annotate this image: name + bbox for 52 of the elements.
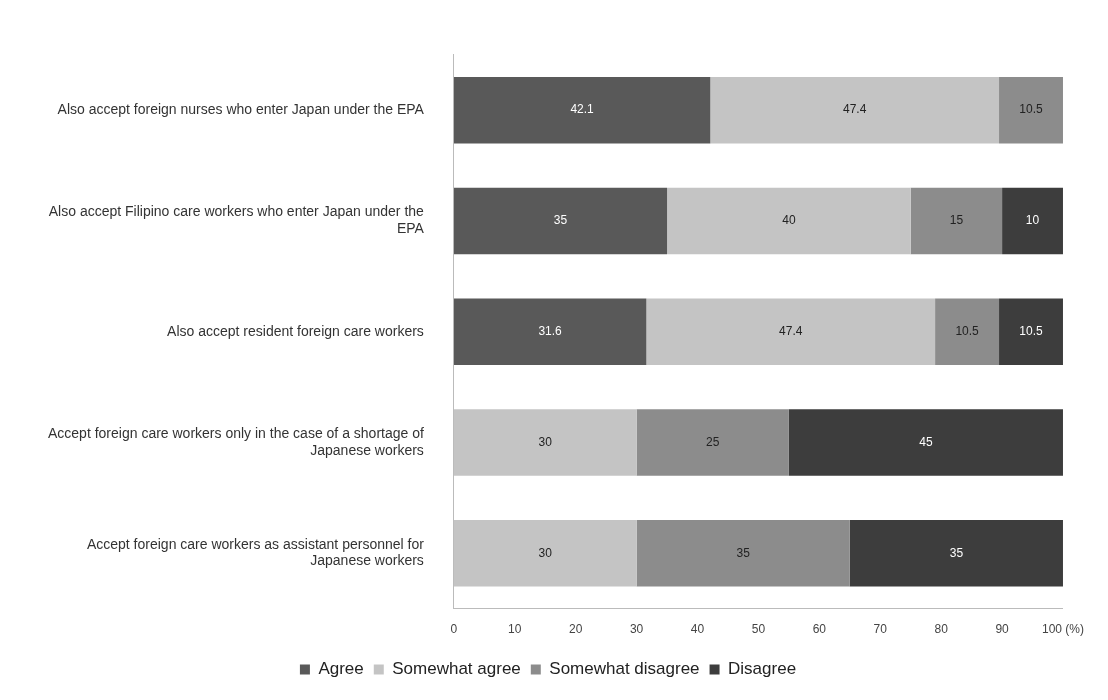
- x-tick-label: 80: [934, 622, 949, 637]
- x-tick-label: 40: [690, 622, 705, 637]
- data-label: 35: [553, 213, 568, 228]
- x-tick-label: 20: [569, 622, 583, 637]
- data-label: 35: [736, 545, 751, 560]
- x-tick-label: 0: [450, 622, 458, 637]
- bar: [910, 187, 1003, 255]
- data-label: 47.4: [842, 102, 867, 117]
- data-label: 42.1: [570, 102, 595, 117]
- bar: [710, 76, 1000, 144]
- bar: [999, 298, 1063, 365]
- bar: [935, 298, 1000, 365]
- data-label: 25: [706, 434, 720, 449]
- bar: [1002, 187, 1063, 255]
- data-label: 31.6: [538, 324, 563, 339]
- x-tick-label: 30: [629, 622, 644, 637]
- bar: [849, 519, 1063, 587]
- y-tick-label: Also accept resident foreign care workers: [167, 322, 424, 339]
- x-tick-label: 60: [812, 622, 827, 637]
- y-tick-label: Accept foreign care workers as assistant personnel for Japanese workers: [86, 535, 425, 569]
- bar: [667, 187, 911, 255]
- data-label: 30: [538, 545, 553, 560]
- bar: [636, 409, 789, 476]
- data-label: 15: [949, 213, 964, 228]
- bar: [646, 298, 936, 365]
- data-label: 45: [919, 434, 933, 449]
- legend-label: Agree: [318, 659, 364, 679]
- data-label: 47.4: [779, 324, 803, 339]
- y-tick-label: Also accept Filipino care workers who enter Japan under the EPA: [48, 203, 425, 237]
- data-label: 10.5: [955, 324, 980, 339]
- x-tick-label: 100 (%): [1041, 622, 1085, 637]
- bar: [788, 409, 1063, 476]
- y-tick-label: Accept foreign care workers only in the case of a shortage of Japanese workers: [47, 424, 424, 458]
- bar: [999, 76, 1063, 144]
- legend-label: Disagree: [728, 659, 797, 679]
- data-label: 40: [782, 213, 796, 228]
- data-label: 10.5: [1019, 324, 1044, 339]
- data-label: 10.5: [1019, 102, 1044, 117]
- data-label: 35: [949, 545, 964, 560]
- bar: [453, 187, 668, 255]
- x-tick-label: 10: [508, 622, 522, 637]
- data-label: 10: [1025, 213, 1040, 228]
- x-tick-label: 70: [873, 622, 888, 637]
- x-tick-label: 50: [751, 622, 766, 637]
- legend-label: Somewhat agree: [392, 659, 521, 679]
- x-tick-label: 90: [995, 622, 1010, 637]
- bar: [636, 519, 850, 587]
- y-tick-label: Also accept foreign nurses who enter Japan under the EPA: [57, 101, 425, 118]
- bar: [453, 76, 711, 144]
- data-label: 30: [538, 434, 553, 449]
- legend-label: Somewhat disagree: [549, 659, 700, 679]
- bar: [453, 298, 647, 365]
